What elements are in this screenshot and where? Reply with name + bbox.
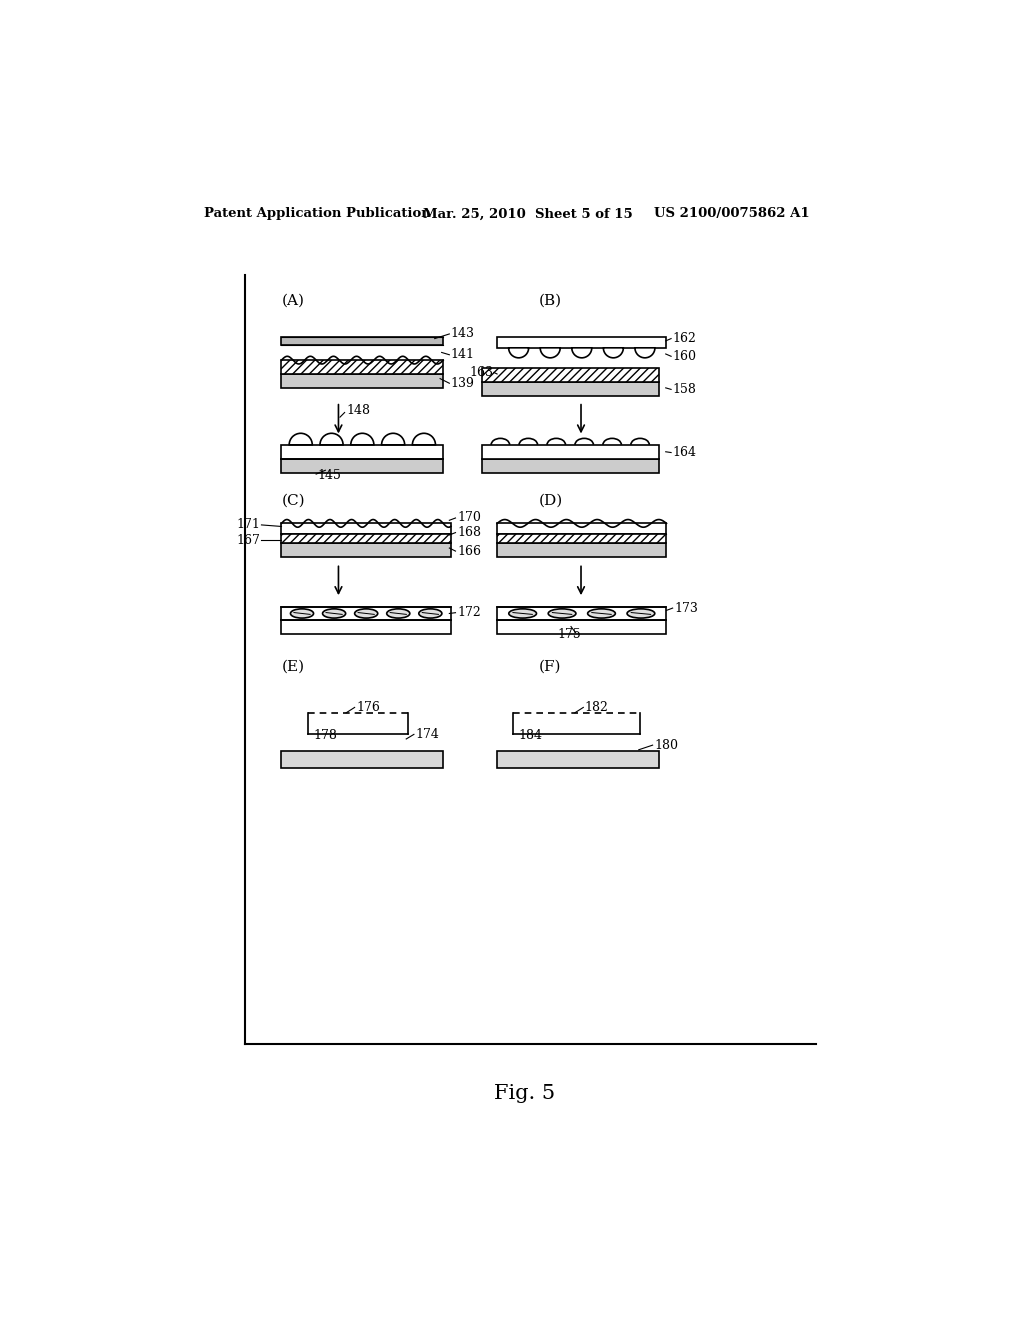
Wedge shape [635, 348, 655, 358]
Text: 168: 168 [457, 527, 481, 539]
Text: 160: 160 [673, 350, 696, 363]
Bar [497, 535, 667, 544]
Text: (C): (C) [282, 494, 305, 508]
Wedge shape [541, 348, 560, 358]
Bar [497, 337, 667, 348]
Text: 175: 175 [558, 628, 582, 640]
Bar [481, 459, 658, 473]
Bar [497, 544, 667, 557]
Text: 145: 145 [317, 469, 342, 482]
Text: 178: 178 [313, 730, 338, 742]
Text: 172: 172 [457, 606, 481, 619]
Ellipse shape [548, 609, 575, 618]
Ellipse shape [419, 609, 442, 618]
Text: (B): (B) [539, 294, 562, 308]
Wedge shape [413, 433, 435, 445]
Ellipse shape [588, 609, 615, 618]
Bar [497, 524, 667, 535]
Bar [282, 360, 443, 374]
Text: 180: 180 [654, 739, 678, 751]
Wedge shape [603, 348, 624, 358]
Text: US 2100/0075862 A1: US 2100/0075862 A1 [654, 207, 810, 220]
Ellipse shape [354, 609, 378, 618]
Text: 164: 164 [673, 446, 696, 459]
Text: 143: 143 [451, 327, 475, 341]
Bar [282, 620, 451, 635]
Text: 170: 170 [457, 511, 481, 524]
Wedge shape [509, 348, 528, 358]
Text: 139: 139 [451, 376, 475, 389]
Bar [497, 607, 667, 620]
Wedge shape [382, 433, 404, 445]
Text: 162: 162 [673, 333, 696, 345]
Bar [282, 459, 443, 473]
Text: Fig. 5: Fig. 5 [495, 1085, 555, 1104]
Wedge shape [571, 348, 592, 358]
Text: 167: 167 [237, 533, 260, 546]
Text: (F): (F) [539, 660, 561, 673]
Bar [282, 374, 443, 388]
Text: (A): (A) [282, 294, 304, 308]
Text: (E): (E) [282, 660, 304, 673]
Wedge shape [289, 433, 312, 445]
Bar [282, 535, 451, 544]
Bar [282, 607, 451, 620]
Bar [282, 544, 451, 557]
Text: 163: 163 [469, 366, 494, 379]
Text: 173: 173 [674, 602, 698, 615]
Ellipse shape [291, 609, 313, 618]
Wedge shape [319, 433, 343, 445]
Bar [497, 751, 658, 768]
Bar [481, 368, 658, 381]
Text: 148: 148 [346, 404, 370, 417]
Text: 166: 166 [457, 545, 481, 557]
Bar [497, 620, 667, 635]
Text: 176: 176 [356, 701, 380, 714]
Ellipse shape [387, 609, 410, 618]
Wedge shape [351, 433, 374, 445]
Text: 174: 174 [416, 727, 439, 741]
Ellipse shape [323, 609, 346, 618]
Bar [481, 381, 658, 396]
Bar [282, 445, 443, 459]
Bar [282, 337, 443, 345]
Ellipse shape [627, 609, 654, 618]
Bar [481, 445, 658, 459]
Text: 158: 158 [673, 383, 696, 396]
Ellipse shape [509, 609, 537, 618]
Bar [282, 524, 451, 535]
Text: 171: 171 [237, 519, 260, 532]
Text: (D): (D) [539, 494, 563, 508]
Bar [282, 751, 443, 768]
Text: Patent Application Publication: Patent Application Publication [204, 207, 430, 220]
Text: 184: 184 [518, 730, 543, 742]
Text: 141: 141 [451, 348, 475, 362]
Text: Mar. 25, 2010  Sheet 5 of 15: Mar. 25, 2010 Sheet 5 of 15 [423, 207, 633, 220]
Text: 182: 182 [585, 701, 608, 714]
